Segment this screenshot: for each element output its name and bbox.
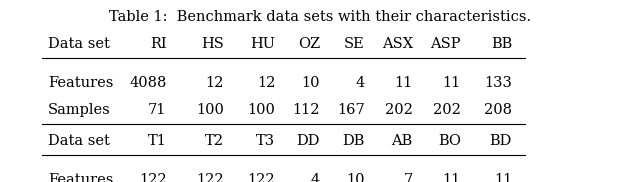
Text: 4: 4 [356,76,365,90]
Text: 12: 12 [205,76,224,90]
Text: T1: T1 [148,134,166,148]
Text: 122: 122 [248,173,275,182]
Text: Samples: Samples [48,103,111,117]
Text: 10: 10 [301,76,320,90]
Text: 167: 167 [337,103,365,117]
Text: BO: BO [438,134,461,148]
Text: OZ: OZ [298,37,320,51]
Text: ASX: ASX [381,37,413,51]
Text: 71: 71 [148,103,166,117]
Text: 11: 11 [493,173,512,182]
Text: 133: 133 [484,76,512,90]
Text: BD: BD [490,134,512,148]
Text: 12: 12 [257,76,275,90]
Text: 4: 4 [311,173,320,182]
Text: Table 1:  Benchmark data sets with their characteristics.: Table 1: Benchmark data sets with their … [109,10,531,24]
Text: Features: Features [48,173,113,182]
Text: 11: 11 [394,76,413,90]
Text: RI: RI [150,37,166,51]
Text: 10: 10 [346,173,365,182]
Text: 122: 122 [196,173,224,182]
Text: 100: 100 [247,103,275,117]
Text: 7: 7 [404,173,413,182]
Text: 100: 100 [196,103,224,117]
Text: T2: T2 [205,134,224,148]
Text: Features: Features [48,76,113,90]
Text: DB: DB [342,134,365,148]
Text: AB: AB [392,134,413,148]
Text: T3: T3 [256,134,275,148]
Text: 4088: 4088 [129,76,166,90]
Text: 202: 202 [433,103,461,117]
Text: ASP: ASP [430,37,461,51]
Text: 202: 202 [385,103,413,117]
Text: HU: HU [250,37,275,51]
Text: 208: 208 [484,103,512,117]
Text: 11: 11 [442,173,461,182]
Text: 122: 122 [139,173,166,182]
Text: HS: HS [201,37,224,51]
Text: BB: BB [491,37,512,51]
Text: Data set: Data set [48,134,110,148]
Text: 112: 112 [292,103,320,117]
Text: DD: DD [296,134,320,148]
Text: Data set: Data set [48,37,110,51]
Text: 11: 11 [442,76,461,90]
Text: SE: SE [344,37,365,51]
